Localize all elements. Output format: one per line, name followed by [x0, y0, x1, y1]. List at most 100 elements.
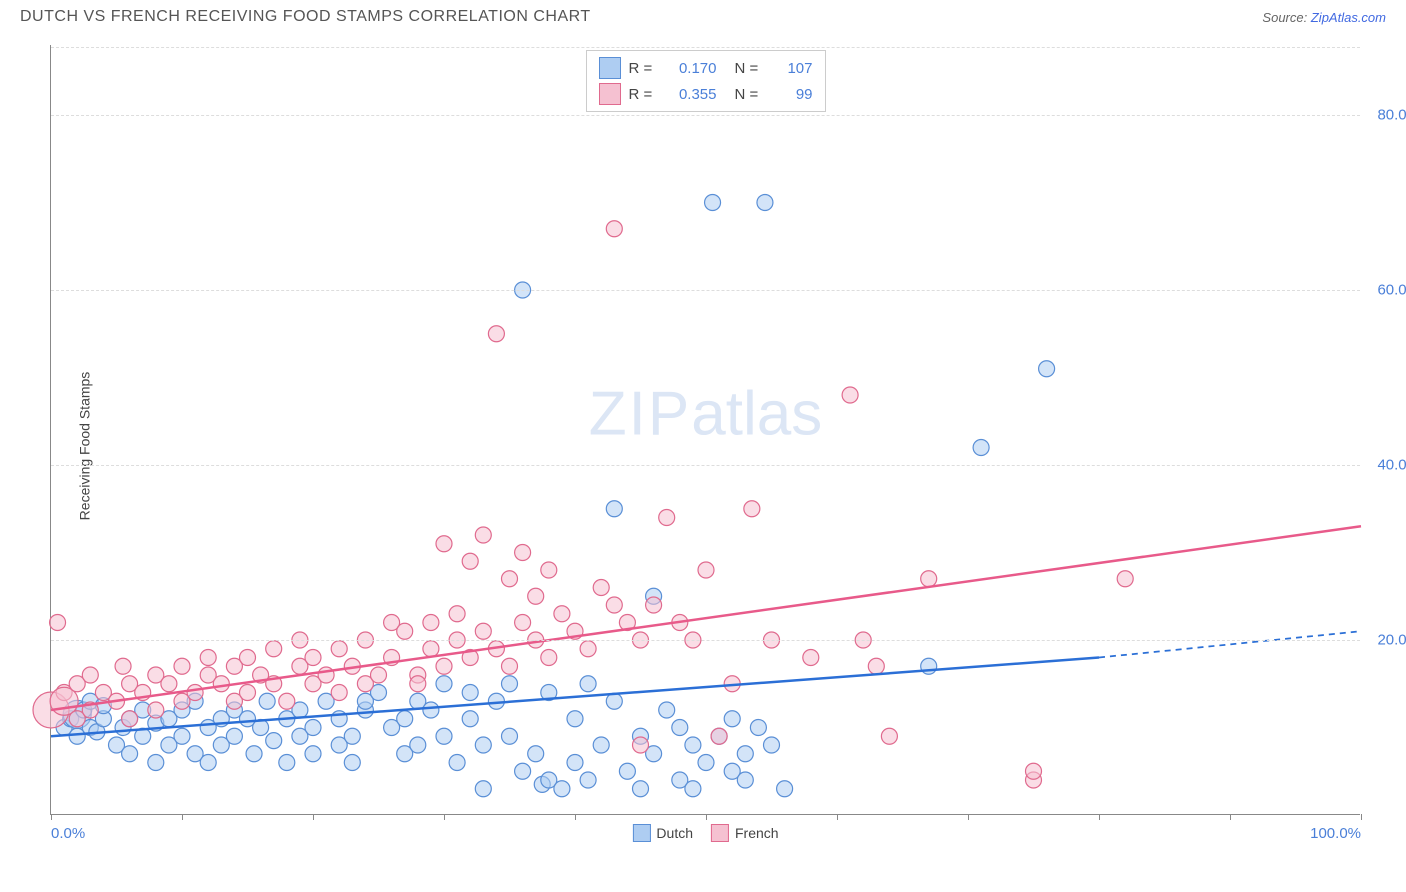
- legend-swatch: [599, 83, 621, 105]
- data-point: [200, 650, 216, 666]
- data-point: [305, 746, 321, 762]
- legend-series-item: Dutch: [632, 824, 693, 842]
- data-point: [737, 772, 753, 788]
- data-point: [174, 728, 190, 744]
- data-point: [266, 641, 282, 657]
- data-point: [1026, 763, 1042, 779]
- data-point: [397, 711, 413, 727]
- data-point: [580, 772, 596, 788]
- data-point: [777, 781, 793, 797]
- data-point: [115, 658, 131, 674]
- gridline: [51, 640, 1360, 641]
- data-point: [593, 737, 609, 753]
- x-tick: [706, 814, 707, 820]
- data-point: [449, 755, 465, 771]
- data-point: [554, 606, 570, 622]
- data-point: [685, 737, 701, 753]
- data-point: [436, 658, 452, 674]
- data-point: [842, 387, 858, 403]
- data-point: [161, 676, 177, 692]
- data-point: [515, 763, 531, 779]
- data-point: [502, 571, 518, 587]
- x-tick: [1361, 814, 1362, 820]
- data-point: [50, 615, 66, 631]
- data-point: [462, 553, 478, 569]
- data-point: [528, 588, 544, 604]
- data-point: [266, 733, 282, 749]
- y-tick-label: 80.0%: [1377, 107, 1406, 124]
- data-point: [331, 641, 347, 657]
- data-point: [148, 702, 164, 718]
- data-point: [122, 711, 138, 727]
- data-point: [606, 221, 622, 237]
- data-point: [973, 440, 989, 456]
- x-tick: [1230, 814, 1231, 820]
- legend-swatch: [711, 824, 729, 842]
- data-point: [279, 755, 295, 771]
- legend-n-label: N =: [735, 60, 765, 77]
- gridline: [51, 47, 1360, 48]
- x-tick: [444, 814, 445, 820]
- gridline: [51, 290, 1360, 291]
- data-point: [305, 720, 321, 736]
- data-point: [226, 728, 242, 744]
- data-point: [122, 746, 138, 762]
- data-point: [148, 755, 164, 771]
- data-point: [633, 781, 649, 797]
- data-point: [744, 501, 760, 517]
- legend-n-value: 107: [773, 60, 813, 77]
- data-point: [488, 326, 504, 342]
- data-point: [515, 615, 531, 631]
- data-point: [868, 658, 884, 674]
- data-point: [410, 737, 426, 753]
- data-point: [174, 658, 190, 674]
- data-point: [1117, 571, 1133, 587]
- data-point: [436, 728, 452, 744]
- data-point: [606, 597, 622, 613]
- data-point: [685, 781, 701, 797]
- data-point: [659, 510, 675, 526]
- data-point: [436, 676, 452, 692]
- data-point: [750, 720, 766, 736]
- data-point: [803, 650, 819, 666]
- x-tick: [575, 814, 576, 820]
- data-point: [436, 536, 452, 552]
- data-point: [279, 693, 295, 709]
- data-point: [764, 737, 780, 753]
- data-point: [711, 728, 727, 744]
- legend-swatch: [599, 57, 621, 79]
- legend-series-item: French: [711, 824, 779, 842]
- data-point: [606, 693, 622, 709]
- legend-n-label: N =: [735, 86, 765, 103]
- x-tick: [837, 814, 838, 820]
- data-point: [541, 562, 557, 578]
- data-point: [921, 571, 937, 587]
- data-point: [698, 755, 714, 771]
- source-label: Source:: [1262, 10, 1307, 25]
- data-point: [259, 693, 275, 709]
- data-point: [397, 623, 413, 639]
- chart-svg: [51, 45, 1360, 814]
- source-link[interactable]: ZipAtlas.com: [1311, 10, 1386, 25]
- data-point: [757, 195, 773, 211]
- data-point: [331, 685, 347, 701]
- data-point: [475, 737, 491, 753]
- data-point: [423, 615, 439, 631]
- data-point: [705, 195, 721, 211]
- data-point: [567, 755, 583, 771]
- legend-r-value: 0.355: [667, 86, 717, 103]
- legend-n-value: 99: [773, 86, 813, 103]
- data-point: [724, 711, 740, 727]
- x-tick: [182, 814, 183, 820]
- data-point: [881, 728, 897, 744]
- legend-series-name: French: [735, 825, 779, 841]
- data-point: [502, 658, 518, 674]
- data-point: [475, 781, 491, 797]
- data-point: [240, 650, 256, 666]
- data-point: [528, 746, 544, 762]
- data-point: [1039, 361, 1055, 377]
- data-point: [502, 728, 518, 744]
- legend-row: R =0.355N =99: [599, 81, 813, 107]
- data-point: [246, 746, 262, 762]
- data-point: [554, 781, 570, 797]
